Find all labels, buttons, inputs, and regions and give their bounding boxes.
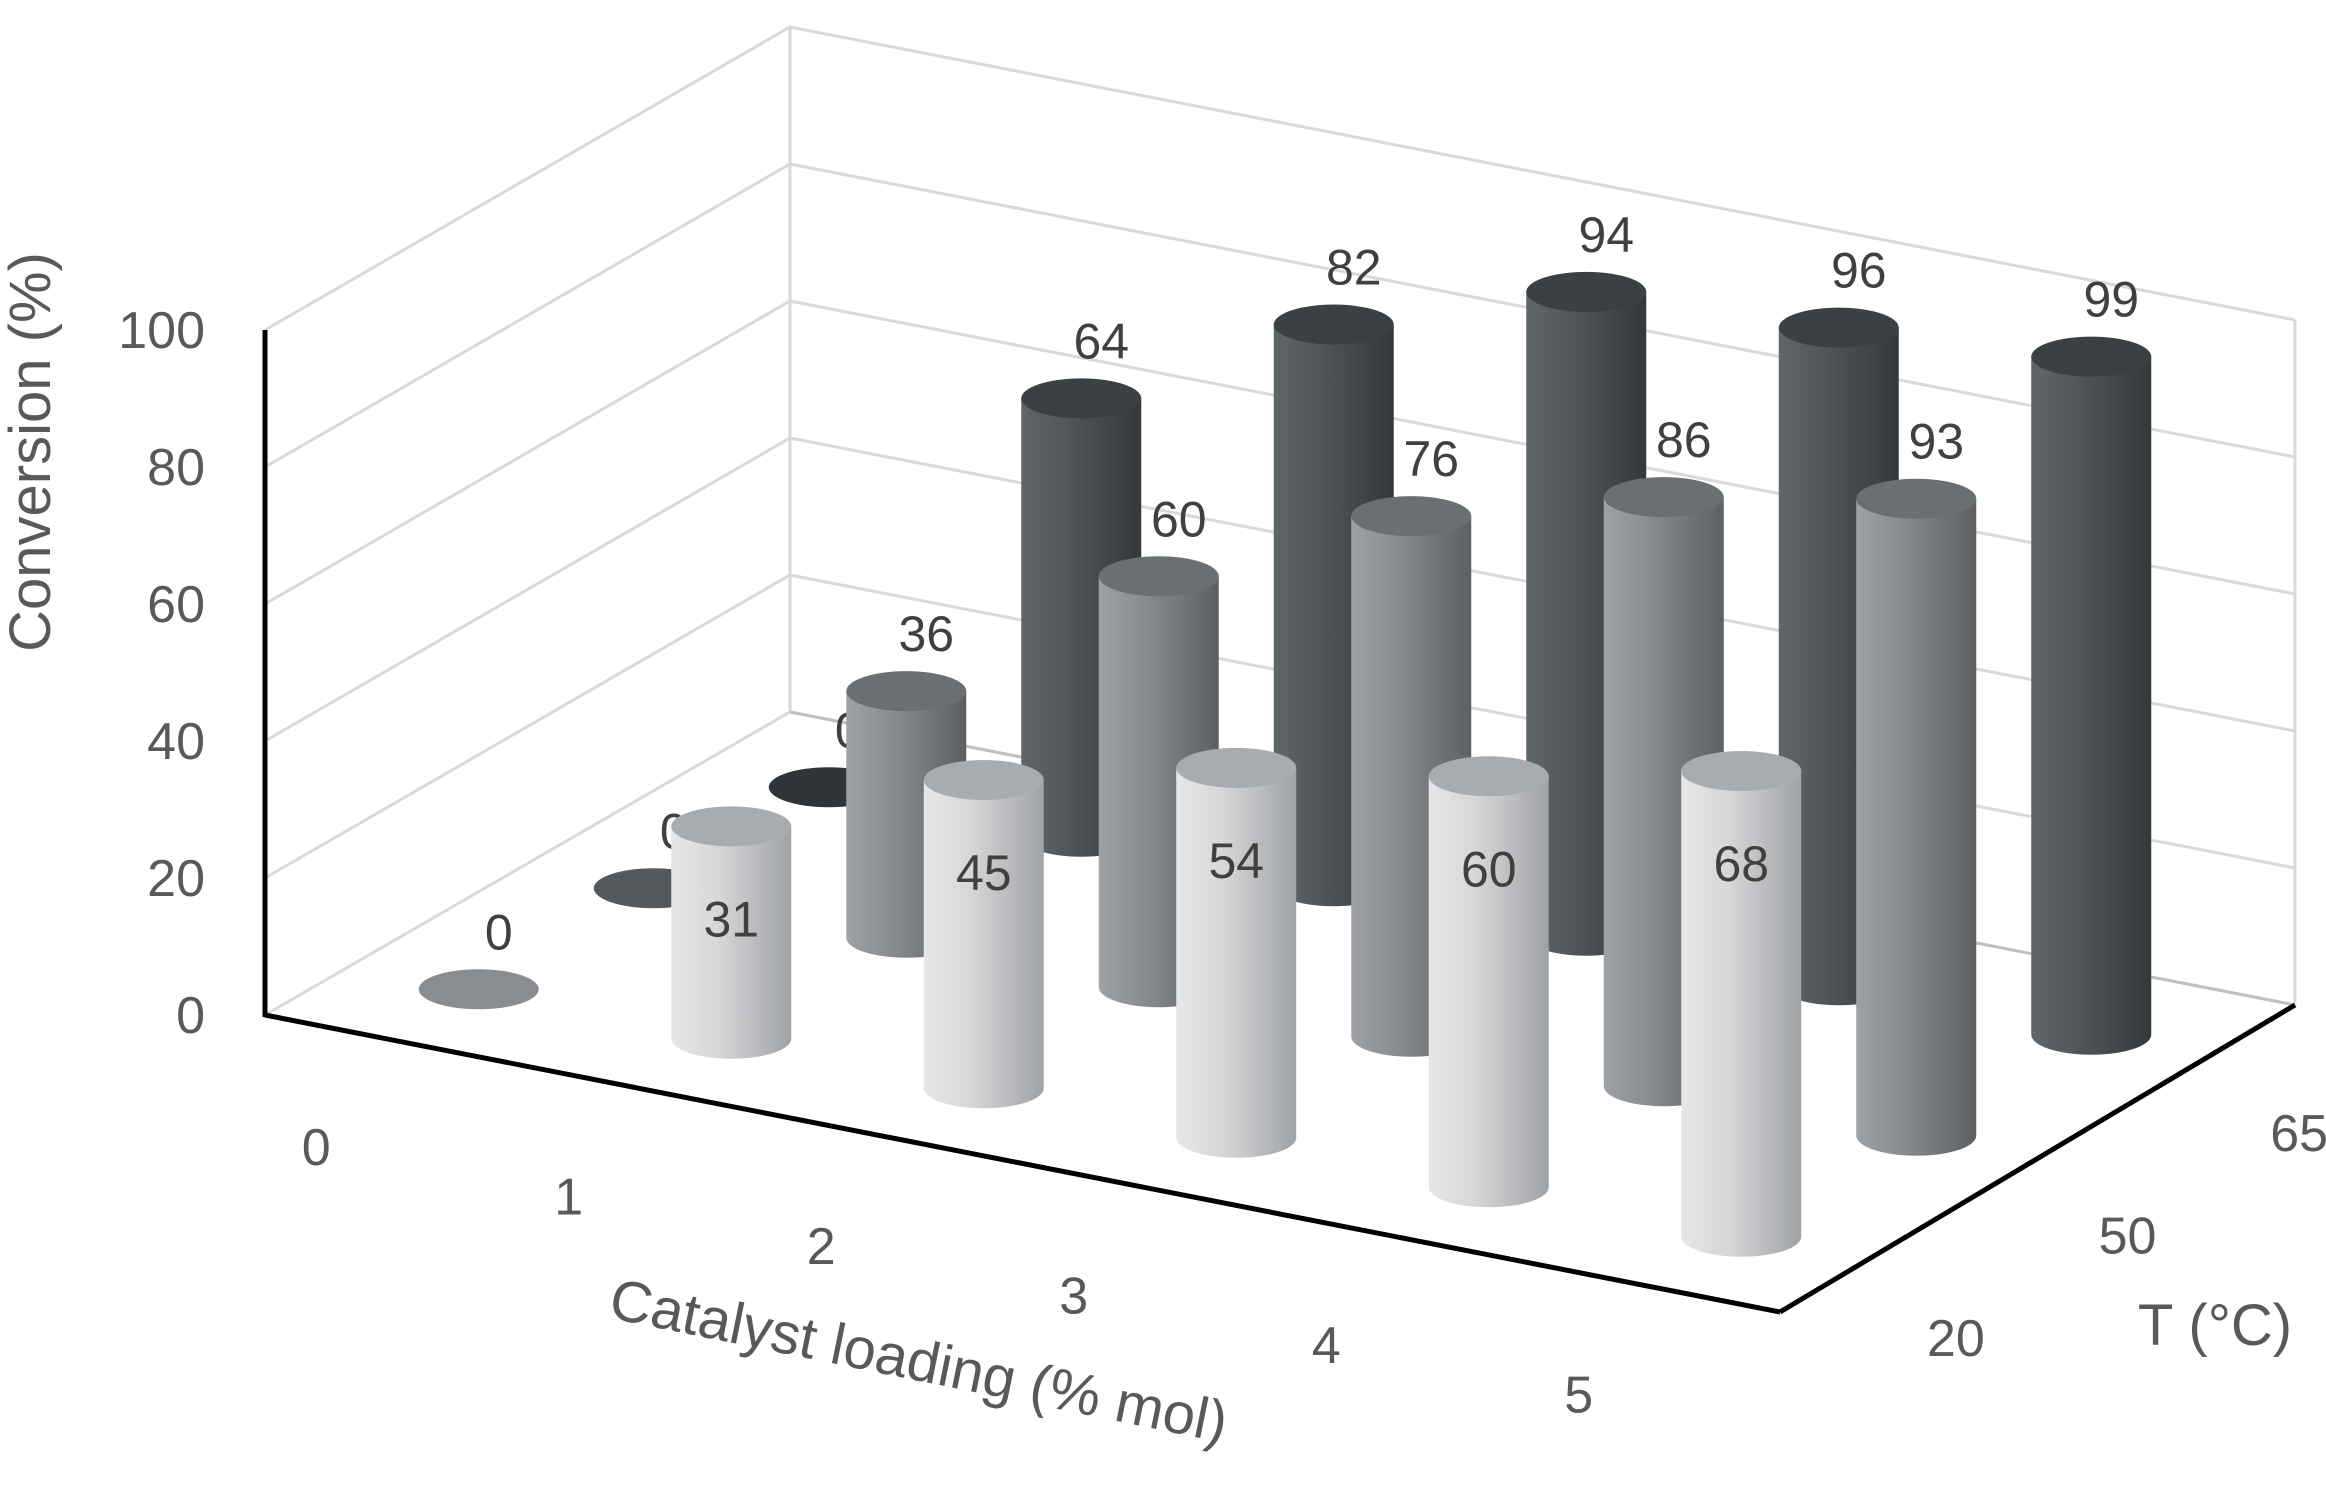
cylinder-bar: 60 <box>1428 756 1549 1208</box>
cylinder-top <box>923 760 1044 800</box>
x-axis-title: Catalyst loading (% mol) <box>604 1266 1233 1455</box>
cylinder-top <box>1681 750 1802 791</box>
cylinder-body <box>1176 767 1297 1158</box>
data-label: 60 <box>1151 491 1207 547</box>
data-label: 76 <box>1403 431 1459 487</box>
cylinder-bar: 99 <box>2031 272 2152 1055</box>
y-tick-label: 0 <box>176 987 205 1045</box>
cylinder-top <box>1428 756 1549 797</box>
cylinder-top <box>2031 336 2152 377</box>
data-label: 68 <box>1713 836 1769 892</box>
y-axis-title: Conversion (%) <box>0 252 63 652</box>
z-tick-label: 50 <box>2099 1208 2157 1266</box>
data-label: 64 <box>1073 313 1129 369</box>
z-axis-line <box>1778 1002 2297 1315</box>
data-label: 36 <box>898 606 954 662</box>
z-tick-label: 20 <box>1927 1310 1985 1368</box>
cylinder-body <box>1428 776 1549 1208</box>
cylinder-top <box>1273 304 1394 345</box>
data-label: 93 <box>1908 414 1964 470</box>
cylinder-top <box>1603 477 1724 518</box>
y-tick-label: 100 <box>118 302 205 360</box>
y-tick-label: 80 <box>147 439 205 497</box>
cylinder-bar: 0 <box>418 904 539 1010</box>
cylinder-top <box>1526 271 1647 312</box>
bars: 064829496990366076869303145546068 <box>418 207 2152 1257</box>
cylinder-bar: 54 <box>1176 747 1297 1158</box>
cylinder-body <box>671 826 792 1059</box>
cylinder-body <box>2031 356 2152 1055</box>
data-label: 31 <box>703 891 759 947</box>
x-axis-line <box>264 1012 1781 1315</box>
cylinder-bar: 93 <box>1856 414 1977 1156</box>
cylinder-body <box>923 780 1044 1109</box>
data-label: 82 <box>1326 240 1382 296</box>
data-label: 99 <box>2083 272 2139 328</box>
gridline <box>264 25 2296 332</box>
cylinder-top <box>1021 378 1142 419</box>
z-axis-title: T (°C) <box>2138 1293 2292 1358</box>
cylinder-body <box>1856 498 1977 1156</box>
cylinder-body <box>1681 770 1802 1257</box>
y-tick-label: 60 <box>147 576 205 634</box>
cylinder-top <box>846 671 967 712</box>
y-tick-label: 20 <box>147 850 205 908</box>
cylinder-top <box>671 806 792 847</box>
data-label: 0 <box>485 904 513 960</box>
x-tick-label: 0 <box>302 1119 331 1177</box>
cylinder-bar: 31 <box>671 806 792 1059</box>
data-label: 86 <box>1656 412 1712 468</box>
z-tick-label: 65 <box>2270 1105 2326 1163</box>
cylinder-top <box>1778 307 1899 348</box>
data-label: 45 <box>956 845 1012 901</box>
data-label: 54 <box>1208 833 1264 889</box>
x-tick-label: 1 <box>554 1168 583 1226</box>
x-tick-label: 3 <box>1059 1267 1088 1325</box>
data-label: 60 <box>1461 841 1517 897</box>
axes <box>262 330 2297 1315</box>
x-tick-label: 2 <box>807 1218 836 1276</box>
cylinder-top <box>1351 496 1472 537</box>
cylinder-bar: 45 <box>923 760 1044 1109</box>
cylinder-top <box>1856 478 1977 519</box>
x-tick-label: 5 <box>1564 1366 1593 1424</box>
data-label: 96 <box>1831 243 1887 299</box>
cylinder-bar: 68 <box>1681 750 1802 1257</box>
y-tick-label: 40 <box>147 713 205 771</box>
cylinder-top <box>1176 747 1297 788</box>
cylinder-top <box>418 969 539 1010</box>
x-tick-label: 4 <box>1312 1317 1341 1375</box>
cylinder-top <box>1098 556 1219 597</box>
data-label: 94 <box>1578 207 1634 263</box>
